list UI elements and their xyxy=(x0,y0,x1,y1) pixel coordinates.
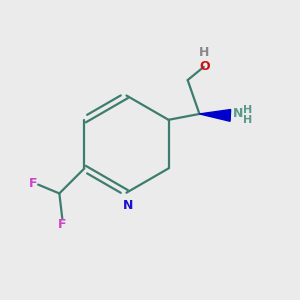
Text: H: H xyxy=(243,115,252,124)
Text: F: F xyxy=(28,177,37,190)
Text: H: H xyxy=(243,105,252,115)
Text: H: H xyxy=(199,46,209,59)
Text: F: F xyxy=(58,218,67,231)
Text: O: O xyxy=(200,60,210,73)
Text: N: N xyxy=(123,199,133,212)
Polygon shape xyxy=(200,110,231,121)
Text: N: N xyxy=(233,106,244,119)
